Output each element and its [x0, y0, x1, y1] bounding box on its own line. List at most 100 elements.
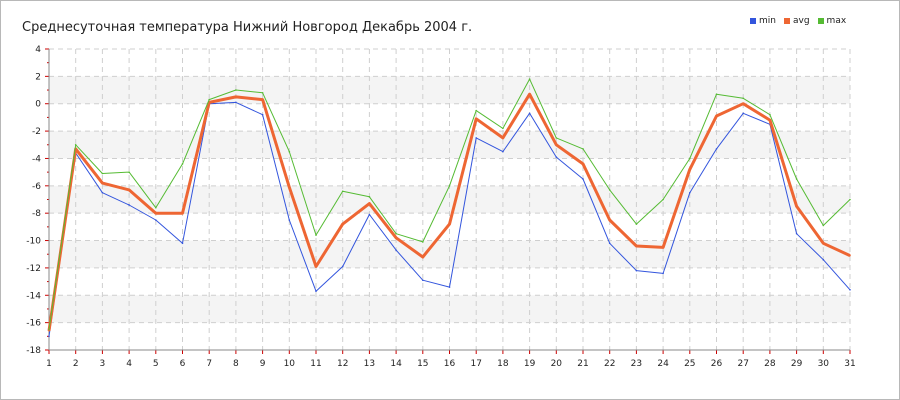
data-point-avg	[181, 212, 184, 214]
data-point-max	[74, 143, 77, 146]
legend-swatch	[817, 18, 824, 24]
data-point-max	[689, 157, 691, 160]
data-point-max	[181, 163, 184, 165]
y-tick-label: -2	[32, 127, 41, 137]
x-tick-label: 27	[737, 359, 748, 369]
legend-label: avg	[792, 16, 810, 26]
data-point-max	[155, 206, 157, 209]
data-point-max	[315, 234, 317, 236]
x-tick-label: 19	[524, 359, 536, 369]
x-tick-label: 5	[153, 359, 159, 369]
data-point-avg	[368, 202, 371, 205]
data-point-avg	[448, 223, 451, 225]
data-point-min	[368, 213, 371, 216]
data-point-max	[769, 113, 771, 116]
x-tick-label: 6	[180, 359, 186, 369]
data-point-max	[662, 198, 664, 201]
data-point-min	[822, 258, 825, 261]
series-lines	[47, 78, 851, 338]
x-tick-label: 3	[100, 359, 106, 369]
data-point-min	[662, 272, 664, 275]
data-point-min	[448, 286, 451, 288]
data-point-min	[155, 219, 157, 221]
x-tick-label: 4	[126, 359, 132, 369]
data-point-min	[395, 249, 397, 251]
legend-swatch	[783, 18, 790, 24]
data-point-min	[128, 204, 130, 206]
data-point-max	[261, 91, 264, 94]
data-point-min	[795, 232, 798, 235]
data-point-max	[101, 172, 104, 175]
data-point-min	[555, 156, 558, 158]
y-tick-label: 2	[35, 72, 41, 82]
chart-title: Среднесуточная температура Нижний Новгор…	[22, 20, 473, 35]
x-tick-label: 18	[497, 359, 509, 369]
data-point-max	[448, 185, 451, 187]
x-tick-label: 29	[791, 359, 803, 369]
x-tick-label: 7	[206, 359, 212, 369]
y-tick-label: -18	[26, 346, 41, 356]
data-point-avg	[635, 245, 638, 247]
data-point-avg	[528, 93, 531, 95]
y-tick-label: -12	[26, 264, 41, 274]
data-point-max	[822, 224, 825, 227]
axes	[45, 48, 851, 354]
x-tick-label: 23	[631, 359, 642, 369]
data-point-min	[235, 101, 237, 104]
y-tick-label: -4	[32, 154, 41, 164]
x-tick-label: 9	[260, 359, 266, 369]
x-tick-label: 20	[551, 359, 563, 369]
data-point-max	[742, 97, 744, 100]
plot-band	[49, 185, 850, 214]
data-point-avg	[715, 115, 718, 117]
data-point-min	[181, 242, 184, 245]
x-tick-label: 31	[844, 359, 855, 369]
data-point-min	[635, 269, 638, 272]
x-tick-label: 30	[818, 359, 830, 369]
x-tick-label: 15	[417, 359, 428, 369]
data-point-max	[48, 328, 50, 331]
y-tick-label: -6	[32, 182, 41, 192]
data-point-min	[528, 112, 531, 115]
x-tick-label: 28	[764, 359, 776, 369]
data-point-avg	[662, 246, 664, 249]
data-point-avg	[555, 143, 558, 146]
data-point-avg	[502, 137, 504, 139]
data-point-min	[502, 150, 504, 153]
data-point-min	[315, 290, 317, 292]
x-tick-label: 22	[604, 359, 615, 369]
data-point-max	[555, 137, 558, 139]
data-point-min	[261, 113, 264, 116]
data-point-min	[582, 178, 584, 180]
chart-legend: min avg max	[750, 16, 846, 26]
data-point-max	[235, 89, 237, 91]
data-point-max	[715, 93, 718, 95]
x-tick-label: 13	[364, 359, 375, 369]
data-point-max	[502, 127, 504, 130]
data-point-min	[288, 219, 291, 221]
data-point-max	[608, 189, 611, 191]
data-point-avg	[422, 256, 424, 258]
y-tick-label: -14	[26, 291, 41, 301]
data-point-avg	[235, 96, 237, 98]
plot-band	[49, 240, 850, 268]
data-point-avg	[288, 186, 291, 188]
x-tick-label: 21	[577, 359, 588, 369]
data-point-min	[422, 279, 424, 282]
x-tick-label: 8	[233, 359, 239, 369]
data-point-min	[742, 112, 744, 115]
x-tick-label: 12	[337, 359, 348, 369]
y-tick-label: -10	[26, 237, 41, 247]
legend-entry-min: min	[750, 16, 776, 26]
y-tick-label: 0	[35, 100, 41, 110]
y-tick-label: -8	[32, 209, 41, 219]
x-tick-label: 1	[46, 359, 52, 369]
x-tick-label: 26	[711, 359, 723, 369]
plot-band	[49, 295, 850, 323]
x-tick-label: 17	[470, 359, 481, 369]
data-point-min	[715, 148, 718, 150]
legend-label: min	[759, 16, 776, 26]
data-point-avg	[608, 219, 611, 221]
data-point-avg	[769, 119, 771, 121]
x-tick-label: 24	[657, 359, 669, 369]
